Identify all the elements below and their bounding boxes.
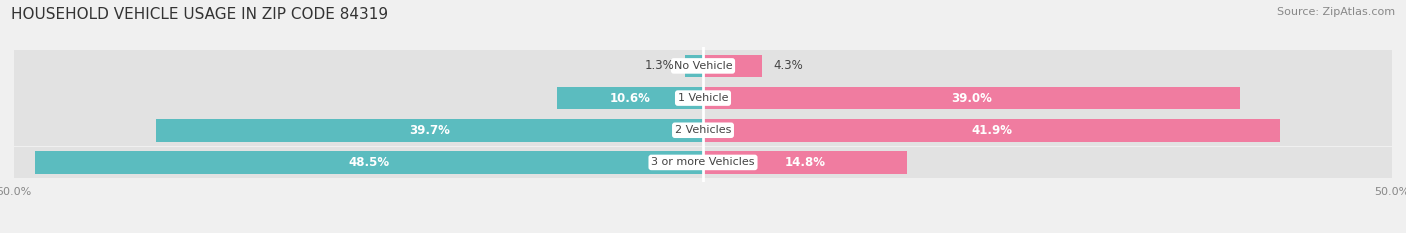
Text: 2 Vehicles: 2 Vehicles [675, 125, 731, 135]
Bar [14, 114, 1392, 146]
Text: 4.3%: 4.3% [773, 59, 803, 72]
Text: 3 or more Vehicles: 3 or more Vehicles [651, 158, 755, 168]
Text: 1 Vehicle: 1 Vehicle [678, 93, 728, 103]
Bar [14, 147, 1392, 178]
Bar [156, 119, 703, 141]
Text: 14.8%: 14.8% [785, 156, 825, 169]
Bar [703, 151, 907, 174]
Bar [14, 82, 1392, 114]
Bar [35, 151, 703, 174]
Text: 41.9%: 41.9% [972, 124, 1012, 137]
Bar [14, 50, 1392, 82]
Bar [685, 55, 703, 77]
Text: 1.3%: 1.3% [644, 59, 673, 72]
Text: 48.5%: 48.5% [349, 156, 389, 169]
Text: 39.7%: 39.7% [409, 124, 450, 137]
Text: 39.0%: 39.0% [952, 92, 993, 105]
Text: Source: ZipAtlas.com: Source: ZipAtlas.com [1277, 7, 1395, 17]
Text: No Vehicle: No Vehicle [673, 61, 733, 71]
Text: HOUSEHOLD VEHICLE USAGE IN ZIP CODE 84319: HOUSEHOLD VEHICLE USAGE IN ZIP CODE 8431… [11, 7, 388, 22]
Bar [557, 87, 703, 109]
Bar [703, 55, 762, 77]
Bar [703, 87, 1240, 109]
Bar [703, 119, 1281, 141]
Text: 10.6%: 10.6% [610, 92, 651, 105]
